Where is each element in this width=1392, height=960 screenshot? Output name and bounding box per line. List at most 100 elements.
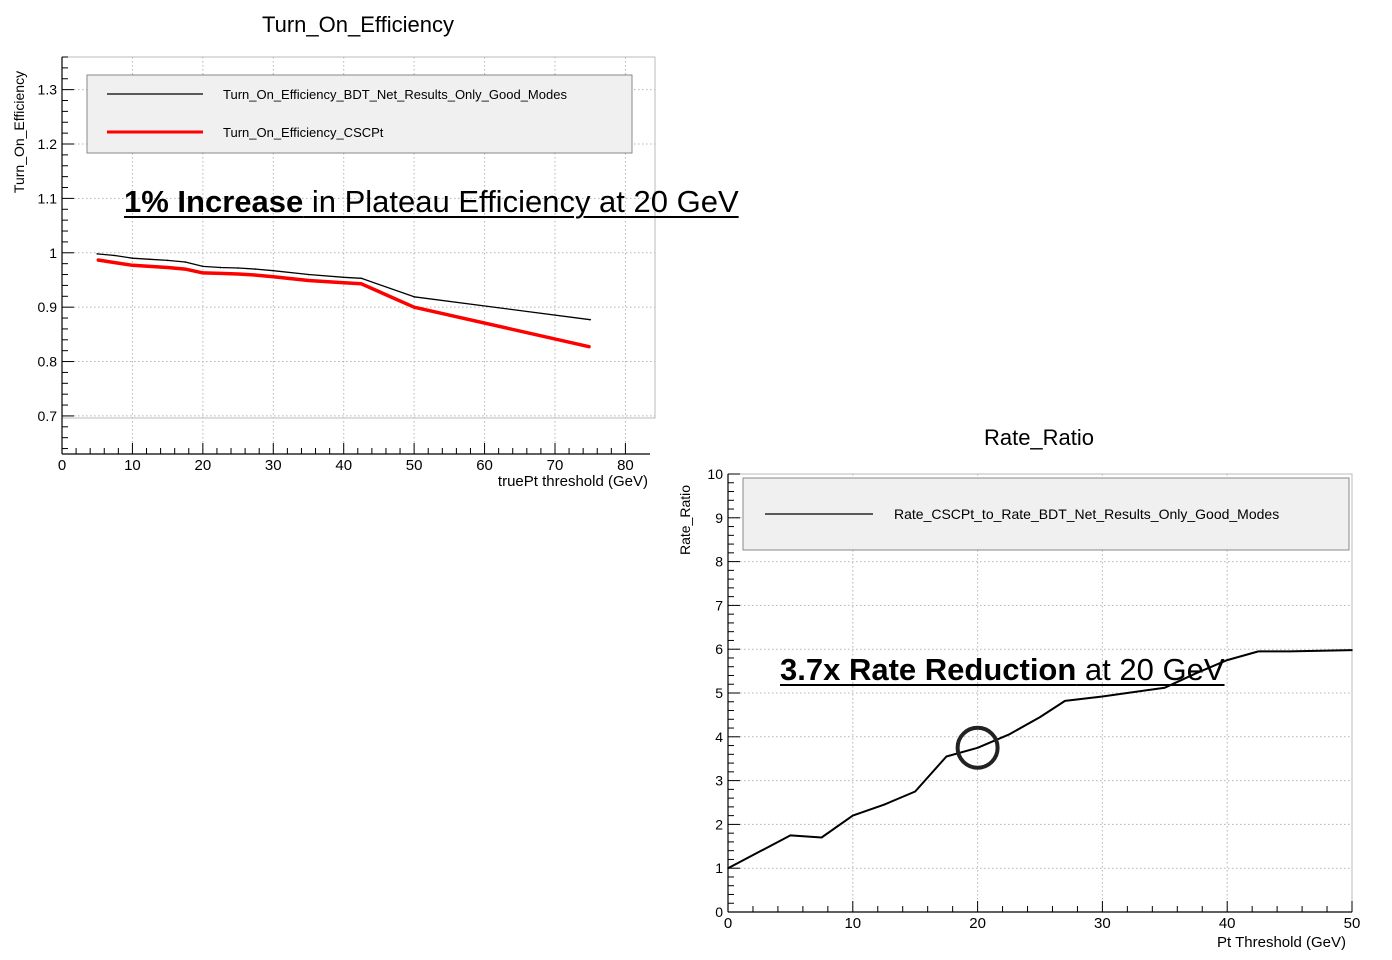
- rate-ratio-chart: Rate_Ratio 0 10 20 30 40 50 0 1 2 3 4 5 6 7 8 9 10 Pt Th…: [677, 425, 1360, 951]
- efficiency-annotation: 1% Increase in Plateau Efficiency at 20 …: [124, 186, 739, 217]
- data-point: [589, 346, 592, 348]
- data-point: [202, 272, 204, 274]
- series-line-2: [96, 258, 591, 349]
- legend-label-cscpt: Turn_On_Efficiency_CSCPt: [223, 125, 384, 140]
- efficiency-annotation-rest: in Plateau Efficiency at 20 GeV: [303, 184, 739, 219]
- data-point: [131, 264, 134, 267]
- data-point: [413, 296, 415, 298]
- y-tick-label: 10: [707, 466, 723, 482]
- data-point: [202, 265, 204, 268]
- x-tick-label: 80: [617, 457, 634, 474]
- data-point: [114, 254, 116, 257]
- x-tick-label: 10: [844, 915, 861, 932]
- data-point: [1351, 649, 1353, 651]
- y-tick-label: 3: [715, 773, 723, 789]
- data-point: [1064, 700, 1066, 702]
- x-tick-label: 0: [724, 915, 732, 932]
- data-point: [307, 279, 310, 282]
- data-point: [184, 261, 187, 263]
- rate-ratio-chart-title: Rate_Ratio: [984, 425, 1094, 450]
- data-point: [789, 834, 792, 837]
- y-tick-label: 8: [715, 554, 723, 570]
- y-tick-label: 4: [715, 729, 723, 745]
- rate-ratio-ticks: 0 10 20 30 40 50 0 1 2 3 4 5 6 7 8 9 10: [707, 466, 1360, 932]
- efficiency-chart-title: Turn_On_Efficiency: [262, 12, 454, 37]
- rate-ratio-y-axis-label: Rate_Ratio: [677, 485, 693, 555]
- y-tick-label: 1.3: [38, 82, 58, 98]
- data-point: [149, 265, 151, 268]
- y-tick-label: 1.1: [38, 190, 58, 206]
- x-tick-label: 50: [406, 457, 423, 474]
- data-point: [1257, 650, 1260, 653]
- efficiency-chart: Turn_On_Efficiency 0 10 20 30 40 50 60 70 800.70…: [11, 12, 656, 490]
- efficiency-series: [96, 253, 592, 349]
- y-tick-label: 9: [715, 510, 723, 526]
- data-point: [589, 318, 592, 321]
- data-point: [166, 259, 169, 262]
- data-point: [976, 746, 979, 749]
- data-point: [184, 268, 187, 270]
- rate-annotation: 3.7x Rate Reduction at 20 GeV: [780, 654, 1225, 685]
- x-tick-label: 20: [969, 915, 986, 932]
- y-tick-label: 0.9: [38, 299, 58, 315]
- data-point: [413, 306, 415, 308]
- y-tick-label: 1: [49, 245, 57, 261]
- data-point: [272, 275, 275, 278]
- y-tick-label: 7: [715, 597, 723, 613]
- efficiency-y-axis-label: Turn_On_Efficiency: [11, 71, 27, 193]
- data-point: [1039, 716, 1041, 718]
- data-point: [1164, 686, 1166, 689]
- data-point: [219, 272, 222, 275]
- data-point: [131, 257, 134, 260]
- y-tick-label: 0: [715, 904, 723, 920]
- y-tick-label: 5: [715, 685, 723, 701]
- data-point: [237, 273, 239, 275]
- data-point: [237, 267, 239, 269]
- data-point: [727, 867, 729, 869]
- data-point: [307, 273, 310, 276]
- data-point: [342, 281, 345, 284]
- data-point: [945, 755, 948, 758]
- rate-ratio-legend: Rate_CSCPt_to_Rate_BDT_Net_Results_Only_…: [742, 477, 1350, 551]
- efficiency-annotation-bold: 1% Increase: [124, 184, 304, 219]
- data-point: [1008, 733, 1010, 736]
- efficiency-x-axis-label: truePt threshold (GeV): [498, 473, 648, 490]
- data-point: [360, 282, 363, 285]
- series-line-1: [97, 253, 591, 321]
- data-point: [166, 266, 169, 269]
- rate-annotation-bold: 3.7x Rate Reduction: [780, 652, 1077, 687]
- x-tick-label: 20: [195, 457, 212, 474]
- data-point: [360, 277, 363, 280]
- x-tick-label: 60: [476, 457, 493, 474]
- x-tick-label: 30: [1094, 915, 1111, 932]
- rate-annotation-rest: at 20 GeV: [1076, 652, 1225, 687]
- data-point: [219, 266, 222, 269]
- x-tick-label: 70: [547, 457, 564, 474]
- x-tick-label: 0: [58, 457, 66, 474]
- data-point: [96, 259, 99, 261]
- y-tick-label: 2: [715, 816, 723, 832]
- rate-ratio-x-axis-label: Pt Threshold (GeV): [1217, 934, 1346, 951]
- data-point: [254, 268, 257, 270]
- data-point: [96, 253, 99, 255]
- data-point: [272, 269, 275, 272]
- data-point: [149, 258, 151, 261]
- data-point: [914, 790, 916, 793]
- data-point: [1288, 650, 1291, 653]
- data-point: [1195, 672, 1197, 675]
- data-point: [820, 836, 823, 839]
- efficiency-legend-box: [86, 74, 633, 154]
- y-tick-label: 6: [715, 641, 723, 657]
- series-line-1: [727, 649, 1353, 870]
- y-tick-label: 0.7: [38, 408, 58, 424]
- data-point: [342, 276, 345, 279]
- x-tick-label: 30: [265, 457, 282, 474]
- legend-label-rate: Rate_CSCPt_to_Rate_BDT_Net_Results_Only_…: [894, 506, 1279, 522]
- rate-ratio-series: [727, 649, 1353, 870]
- x-tick-label: 50: [1344, 915, 1361, 932]
- x-tick-label: 10: [124, 457, 141, 474]
- data-point: [883, 803, 885, 806]
- efficiency-ticks: 0 10 20 30 40 50 60 70 80 0.7 0.8 0.9 1 1.1 1.2 1.3: [38, 56, 634, 474]
- data-point: [852, 814, 854, 817]
- x-tick-label: 40: [1219, 915, 1236, 932]
